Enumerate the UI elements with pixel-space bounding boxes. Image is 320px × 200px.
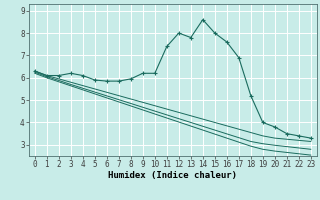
- X-axis label: Humidex (Indice chaleur): Humidex (Indice chaleur): [108, 171, 237, 180]
